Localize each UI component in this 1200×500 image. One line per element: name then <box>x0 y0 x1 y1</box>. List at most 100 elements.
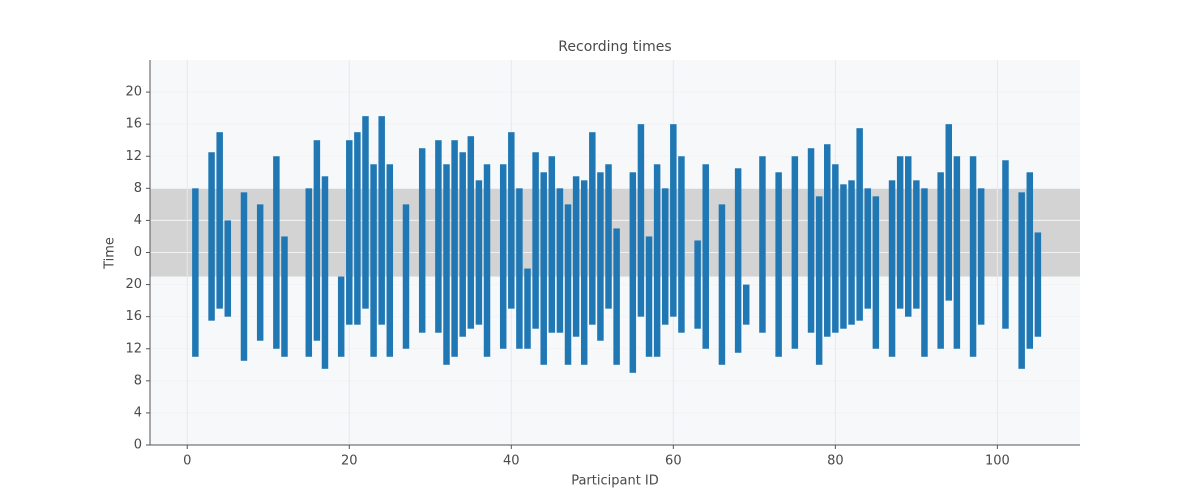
bar <box>313 140 321 341</box>
x-tick-label: 60 <box>665 454 682 469</box>
bar <box>815 196 823 365</box>
bar <box>370 164 377 357</box>
bar <box>969 156 977 357</box>
bar <box>718 204 726 365</box>
x-tick-label: 80 <box>827 454 844 469</box>
bar <box>337 276 345 357</box>
y-tick-label: 12 <box>125 149 142 164</box>
x-tick-label: 100 <box>985 454 1010 469</box>
bar <box>864 188 871 309</box>
bar <box>913 180 920 309</box>
bar <box>977 188 985 325</box>
bar <box>346 140 353 325</box>
bar <box>775 172 782 357</box>
bar <box>953 156 961 349</box>
bar <box>1002 160 1009 329</box>
bar <box>516 188 523 349</box>
bar <box>661 188 669 325</box>
bar <box>734 168 742 353</box>
y-axis-label: Time <box>103 237 118 270</box>
bar <box>240 192 248 361</box>
y-tick-label: 0 <box>134 438 142 453</box>
x-tick-label: 40 <box>503 454 520 469</box>
bar <box>896 156 904 309</box>
bar <box>759 156 766 333</box>
y-tick-label: 12 <box>125 341 142 356</box>
bar <box>937 172 944 349</box>
bar <box>224 220 232 317</box>
bar <box>475 180 483 325</box>
bar <box>216 132 223 309</box>
bar <box>807 148 815 333</box>
bar <box>824 144 831 337</box>
bar <box>1034 232 1042 337</box>
bar <box>678 156 685 333</box>
bar <box>645 236 653 357</box>
bar <box>605 164 612 309</box>
bar <box>362 116 369 309</box>
y-tick-label: 8 <box>134 181 142 196</box>
bar <box>945 124 953 301</box>
bar <box>524 268 531 349</box>
bar <box>597 172 604 341</box>
bar <box>256 204 264 341</box>
bar <box>402 204 410 349</box>
y-tick-label: 16 <box>125 309 142 324</box>
bar <box>499 164 507 349</box>
bar <box>192 188 199 357</box>
bar <box>532 152 539 329</box>
bar <box>629 172 637 373</box>
y-tick-label: 4 <box>134 213 142 228</box>
bar <box>354 132 361 325</box>
bar <box>791 156 799 349</box>
bar <box>702 164 709 349</box>
bar <box>1018 192 1025 369</box>
bar <box>637 124 645 317</box>
bar <box>670 124 677 317</box>
bar <box>556 188 564 333</box>
y-tick-label: 0 <box>134 245 142 260</box>
bar <box>832 164 839 333</box>
bar <box>321 176 329 369</box>
bar <box>378 116 385 325</box>
x-tick-label: 20 <box>341 454 358 469</box>
bar <box>540 172 547 365</box>
bar <box>451 140 458 357</box>
bar <box>459 152 466 337</box>
bar <box>921 188 928 357</box>
bar <box>589 132 596 325</box>
bar <box>548 156 556 333</box>
y-tick-label: 4 <box>134 405 142 420</box>
bar <box>888 180 896 357</box>
x-axis-label: Participant ID <box>571 474 659 489</box>
bar <box>580 180 588 365</box>
bar <box>1026 172 1034 349</box>
bar <box>905 156 912 317</box>
bar <box>872 196 880 349</box>
bar <box>564 204 572 365</box>
bar <box>467 136 475 329</box>
bar <box>856 128 863 321</box>
bar <box>613 228 620 365</box>
bar <box>386 164 394 357</box>
chart-title: Recording times <box>558 39 671 55</box>
bar <box>273 156 280 349</box>
bar <box>208 152 215 321</box>
bar <box>483 164 491 357</box>
y-tick-label: 16 <box>125 117 142 132</box>
bar <box>742 284 750 325</box>
bar <box>848 180 855 325</box>
y-tick-label: 20 <box>125 85 142 100</box>
y-tick-label: 20 <box>125 277 142 292</box>
bar <box>653 164 661 357</box>
bar <box>508 132 515 309</box>
bar <box>443 164 450 365</box>
bar <box>435 140 442 333</box>
bar <box>694 240 701 329</box>
bar <box>418 148 426 333</box>
bar <box>572 176 580 337</box>
bar <box>840 184 847 329</box>
y-tick-label: 8 <box>134 373 142 388</box>
